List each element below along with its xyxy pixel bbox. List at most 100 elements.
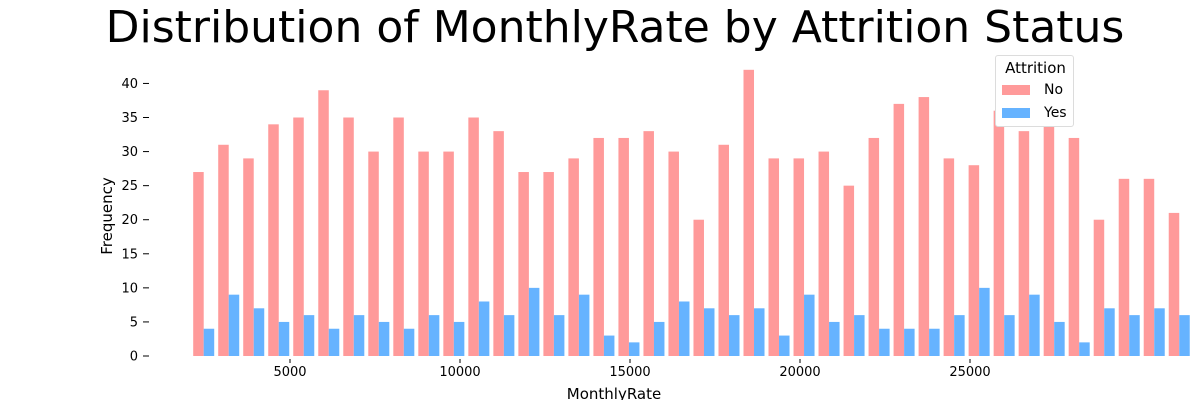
bar-no bbox=[1168, 212, 1180, 356]
bar-no bbox=[443, 151, 454, 356]
x-tick-label: 20000 bbox=[779, 365, 820, 380]
x-axis-ticks: 5000 10000 15000 20000 25000 bbox=[273, 359, 991, 380]
legend-item-yes: Yes bbox=[1002, 104, 1067, 122]
bar-no bbox=[618, 137, 629, 356]
bar-yes bbox=[278, 321, 290, 356]
bar-yes bbox=[503, 315, 515, 356]
bar-no bbox=[993, 110, 1005, 356]
y-tick-label: 40 bbox=[121, 77, 138, 92]
bar-no bbox=[568, 158, 579, 356]
bar-yes bbox=[478, 301, 490, 356]
bar-no bbox=[1118, 178, 1130, 356]
x-tick-label: 15000 bbox=[609, 365, 650, 380]
bar-no bbox=[218, 144, 229, 356]
bar-yes bbox=[929, 328, 940, 356]
bar-yes bbox=[1004, 315, 1015, 356]
bar-yes bbox=[528, 287, 540, 356]
x-tick-label: 5000 bbox=[273, 365, 306, 380]
bar-no bbox=[793, 158, 805, 356]
bar-no bbox=[493, 131, 504, 356]
bar-yes bbox=[1179, 315, 1190, 356]
bar-no bbox=[743, 69, 755, 356]
legend-swatch-yes bbox=[1002, 108, 1030, 118]
bar-no bbox=[518, 172, 529, 356]
bar-yes bbox=[804, 294, 815, 356]
y-tick-label: 15 bbox=[121, 247, 138, 262]
legend-label-yes: Yes bbox=[1044, 105, 1067, 121]
y-tick-label: 25 bbox=[121, 179, 138, 194]
bar-no bbox=[1068, 137, 1080, 356]
bar-no bbox=[643, 131, 654, 356]
y-tick-label: 35 bbox=[121, 111, 138, 126]
bar-yes bbox=[904, 328, 915, 356]
bar-yes bbox=[854, 315, 865, 356]
bar-yes bbox=[779, 335, 790, 356]
y-tick-label: 10 bbox=[121, 281, 138, 296]
bar-yes bbox=[578, 294, 590, 356]
series-no-bars bbox=[193, 69, 1180, 356]
bar-no bbox=[468, 117, 479, 356]
bar-no bbox=[343, 117, 354, 356]
bar-yes bbox=[703, 308, 715, 356]
bar-yes bbox=[328, 328, 340, 356]
bar-no bbox=[918, 97, 930, 356]
bar-yes bbox=[678, 301, 690, 356]
bar-no bbox=[843, 185, 855, 356]
series-yes-bars bbox=[203, 287, 1190, 356]
x-tick-label: 10000 bbox=[439, 365, 480, 380]
y-axis-label: Frequency bbox=[98, 177, 116, 255]
bar-yes bbox=[1079, 342, 1090, 356]
bar-yes bbox=[1029, 294, 1040, 356]
bar-no bbox=[968, 165, 980, 356]
bar-no bbox=[868, 137, 880, 356]
bar-yes bbox=[954, 315, 965, 356]
bar-yes bbox=[203, 328, 215, 356]
bar-no bbox=[543, 172, 554, 356]
bar-yes bbox=[453, 321, 465, 356]
legend-item-no: No bbox=[1002, 81, 1063, 99]
y-tick-label: 0 bbox=[130, 350, 138, 365]
bar-no bbox=[268, 124, 279, 356]
legend-title: Attrition bbox=[1005, 59, 1066, 77]
bar-yes bbox=[428, 315, 440, 356]
bar-yes bbox=[979, 287, 990, 356]
bar-no bbox=[1043, 110, 1055, 356]
y-tick-label: 30 bbox=[121, 145, 138, 160]
bar-no bbox=[318, 90, 329, 356]
bar-yes bbox=[378, 321, 390, 356]
legend-swatch-no bbox=[1002, 85, 1030, 95]
bar-yes bbox=[303, 315, 315, 356]
bar-yes bbox=[653, 321, 665, 356]
bar-no bbox=[693, 219, 704, 356]
bar-yes bbox=[353, 315, 365, 356]
bar-yes bbox=[253, 308, 265, 356]
y-tick-label: 20 bbox=[121, 213, 138, 228]
bar-no bbox=[293, 117, 304, 356]
bar-no bbox=[893, 103, 905, 356]
y-tick-label: 5 bbox=[130, 315, 138, 330]
bar-yes bbox=[829, 321, 840, 356]
chart-title: Distribution of MonthlyRate by Attrition… bbox=[105, 2, 1125, 53]
y-axis-ticks: 0 5 10 15 20 25 30 35 40 bbox=[121, 77, 149, 365]
bar-yes bbox=[728, 315, 740, 356]
bar-no bbox=[193, 172, 204, 356]
bar-yes bbox=[1129, 315, 1140, 356]
bar-no bbox=[368, 151, 379, 356]
bar-no bbox=[718, 144, 729, 356]
bar-yes bbox=[553, 315, 565, 356]
bar-no bbox=[668, 151, 679, 356]
bar-yes bbox=[228, 294, 240, 356]
bar-yes bbox=[628, 342, 640, 356]
bar-no bbox=[393, 117, 404, 356]
bar-no bbox=[1018, 131, 1030, 356]
bar-yes bbox=[754, 308, 765, 356]
bar-yes bbox=[603, 335, 615, 356]
legend: Attrition No Yes bbox=[995, 55, 1074, 127]
bar-no bbox=[818, 151, 830, 356]
bar-yes bbox=[1154, 308, 1165, 356]
bar-yes bbox=[403, 328, 415, 356]
bar-no bbox=[418, 151, 429, 356]
bar-yes bbox=[1104, 308, 1115, 356]
bar-yes bbox=[1054, 321, 1065, 356]
